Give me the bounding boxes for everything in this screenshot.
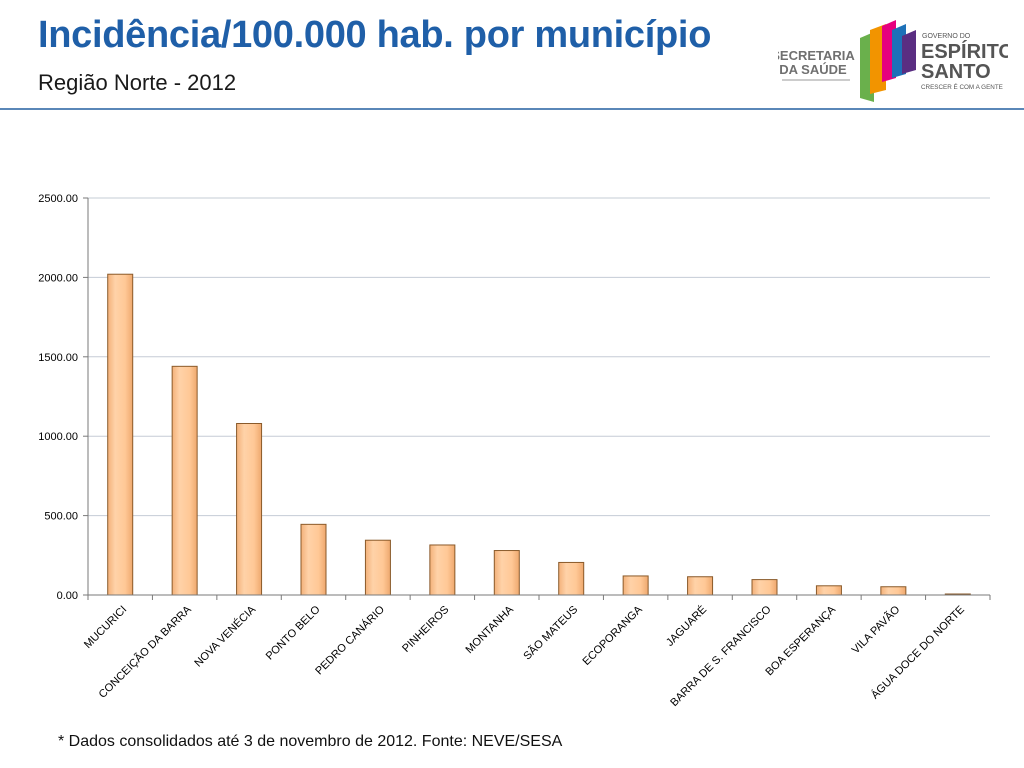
chart-gridlines <box>88 197 990 517</box>
bar <box>300 523 327 596</box>
page-subtitle: Região Norte - 2012 <box>38 70 237 95</box>
x-tick-label: PEDRO CANÁRIO <box>313 603 388 678</box>
x-tick-label: PONTO BELO <box>264 603 323 662</box>
bar-chart: 0.00 500.00 1000.00 1500.00 2000.00 2500.00 M… <box>38 193 991 709</box>
x-tick-label: PINHEIROS <box>400 604 451 655</box>
bar <box>558 561 585 596</box>
x-tick-label: ECOPORANGA <box>581 603 646 668</box>
y-tick-label: 1500.00 <box>38 352 78 364</box>
government-logo: SECRETARIA DA SAÚDE GOVERNO DO ESPÍRITO … <box>778 20 1008 102</box>
x-tick-label: MONTANHA <box>463 603 516 656</box>
y-axis: 0.00 500.00 1000.00 1500.00 2000.00 2500.00 <box>38 193 89 602</box>
bar <box>687 576 714 596</box>
bar <box>751 579 778 596</box>
logo-estado-line2: SANTO <box>921 61 991 83</box>
bar <box>236 422 263 596</box>
x-tick-label: BOA ESPERANÇA <box>763 603 838 678</box>
bar <box>622 575 649 596</box>
logo-secretaria-line2: DA SAÚDE <box>779 62 847 77</box>
y-tick-label: 2500.00 <box>38 193 78 205</box>
y-tick-label: 500.00 <box>44 511 78 523</box>
page-title: Incidência/100.000 hab. por município <box>38 14 712 56</box>
x-tick-label: MUCURICI <box>82 604 129 651</box>
bar <box>364 539 391 596</box>
bar <box>107 273 134 596</box>
bar <box>171 365 198 596</box>
bar <box>880 586 907 596</box>
logo-estado-line1: ESPÍRITO <box>921 40 1008 63</box>
y-tick-label: 0.00 <box>57 590 78 602</box>
y-tick-label: 1000.00 <box>38 431 78 443</box>
x-tick-label: NOVA VENÉCIA <box>192 602 259 669</box>
x-tick-label: JAGUARÉ <box>663 603 709 649</box>
y-tick-label: 2000.00 <box>38 272 78 284</box>
logo-secretaria-line1: SECRETARIA <box>778 48 855 63</box>
logo-slogan: CRESCER É COM A GENTE <box>921 82 1003 91</box>
x-tick-label: SÃO MATEUS <box>521 603 581 663</box>
colorful-emblem-icon <box>860 20 916 102</box>
x-tick-label: VILA PAVÃO <box>849 603 903 657</box>
header-divider <box>0 108 1024 110</box>
chart-bars <box>107 273 971 596</box>
footnote: * Dados consolidados até 3 de novembro d… <box>58 733 563 750</box>
logo-governo-do: GOVERNO DO <box>922 33 971 40</box>
bar <box>815 585 842 596</box>
bar <box>429 544 456 596</box>
bar <box>493 550 520 596</box>
